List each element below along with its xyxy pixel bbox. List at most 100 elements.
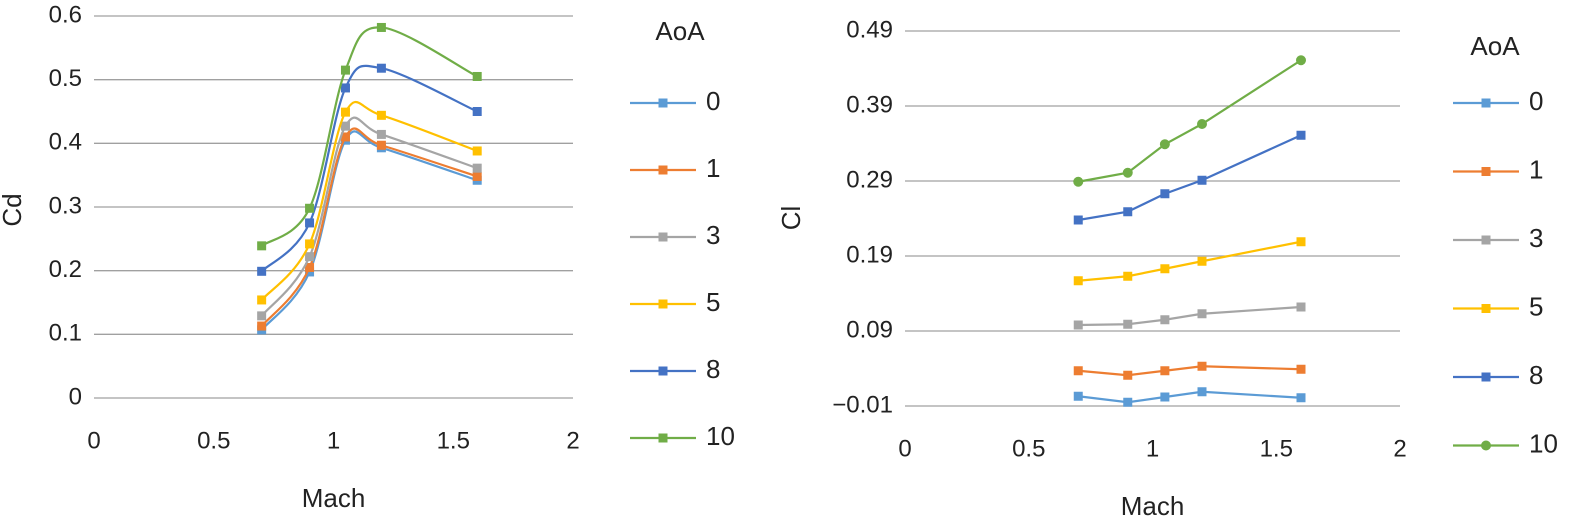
data-point [1296,393,1306,403]
data-point [305,218,315,228]
legend-label: 8 [1529,360,1543,390]
data-point [305,203,315,213]
data-point [1123,370,1133,380]
data-point [257,295,267,305]
data-point [472,71,482,81]
data-point [1160,366,1170,376]
legend-marker [658,232,668,242]
data-point [1197,119,1207,129]
data-point [1160,315,1170,325]
data-point [1073,276,1083,286]
data-point [1160,264,1170,274]
legend-marker [1481,372,1491,382]
data-point [1197,175,1207,185]
data-point [472,171,482,181]
series-line [1078,365,1302,377]
legend-label: 0 [1529,86,1543,116]
legend-marker [658,98,668,108]
data-point [340,83,350,93]
data-point [376,140,386,150]
y-tick-label: 0.3 [49,192,82,219]
data-point [1073,320,1083,330]
series-line [1078,305,1302,327]
x-tick-label: 2 [566,427,579,454]
y-axis-title: Cl [776,206,806,231]
data-point [340,107,350,117]
x-tick-label: 0 [898,435,911,462]
y-tick-label: −0.01 [832,391,893,418]
legend-title: AoA [655,16,705,46]
data-point [1073,176,1084,187]
data-point [1296,130,1306,140]
data-point [1122,167,1133,178]
data-point [257,266,267,276]
y-tick-label: 0.5 [49,65,82,92]
data-point [1160,392,1170,402]
x-tick-label: 1 [327,427,340,454]
x-tick-label: 2 [1393,435,1406,462]
data-point [1123,319,1133,329]
data-point [1296,55,1306,66]
data-point [1197,256,1207,266]
x-tick-label: 1.5 [1260,435,1293,462]
x-tick-label: 0 [87,427,100,454]
legend-marker [1481,167,1491,176]
legend-title: AoA [1470,31,1520,61]
data-point [305,239,315,249]
y-tick-label: 0.4 [49,129,82,156]
legend-label: 1 [1529,154,1543,184]
legend-marker [658,299,668,309]
y-axis-title: Cd [0,193,27,226]
legend-label: 10 [706,421,735,451]
data-point [1197,309,1207,319]
y-tick-label: 0.2 [49,256,82,283]
legend-label: 5 [1529,291,1543,321]
y-tick-label: 0.6 [49,1,82,28]
series-line [1078,134,1302,222]
x-tick-label: 1.5 [437,427,470,454]
data-point [1160,189,1170,199]
data-point [305,252,315,262]
data-point [376,63,386,73]
legend-marker [1481,235,1491,245]
legend-label: 5 [706,287,720,317]
data-point [1159,139,1170,150]
data-point [472,163,482,173]
data-point [1073,215,1083,225]
data-point [340,65,350,75]
y-tick-label: 0.09 [846,316,893,343]
data-point [1197,361,1207,371]
data-point [472,107,482,116]
data-point [1123,207,1133,217]
legend-label: 10 [1529,428,1558,458]
data-point [1296,364,1306,374]
x-tick-label: 0.5 [1012,435,1045,462]
y-tick-label: 0.49 [846,16,893,43]
data-point [376,22,386,32]
data-point [257,311,267,321]
data-point [305,262,315,272]
y-tick-label: 0 [69,383,82,410]
legend-marker [1481,440,1491,451]
data-point [340,132,350,142]
x-tick-label: 0.5 [197,427,230,454]
data-point [1123,397,1133,407]
data-point [257,241,267,251]
data-point [376,129,386,139]
data-point [1296,237,1306,247]
x-axis-title: Mach [1121,491,1185,521]
legend-marker [658,366,668,376]
data-point [257,321,267,331]
legend-label: 0 [706,86,720,116]
data-point [1073,391,1083,401]
series-line [260,130,478,331]
legend-marker [658,165,668,175]
legend-marker [1481,98,1491,108]
legend-label: 3 [706,220,720,250]
data-point [376,110,386,120]
x-tick-label: 1 [1146,435,1159,462]
data-point [1197,387,1207,397]
data-point [340,121,350,131]
data-point [1123,271,1133,281]
y-tick-label: 0.39 [846,91,893,118]
